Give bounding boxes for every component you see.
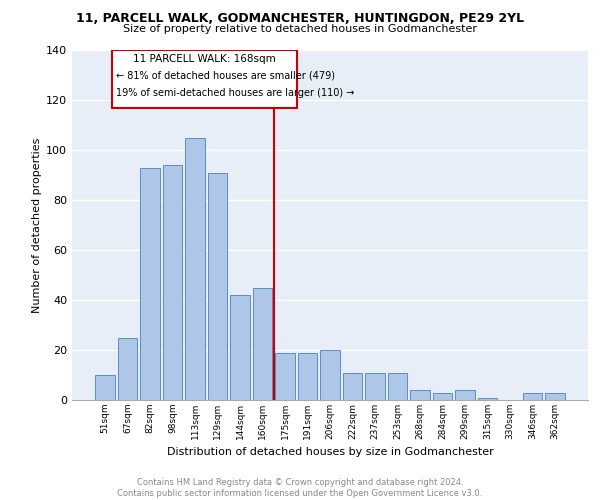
Text: Contains HM Land Registry data © Crown copyright and database right 2024.
Contai: Contains HM Land Registry data © Crown c… — [118, 478, 482, 498]
Bar — [208, 172, 227, 400]
Bar — [343, 372, 362, 400]
Bar — [455, 390, 475, 400]
Bar — [163, 165, 182, 400]
Bar — [388, 372, 407, 400]
Bar — [275, 352, 295, 400]
Bar — [230, 295, 250, 400]
Bar — [185, 138, 205, 400]
Text: 19% of semi-detached houses are larger (110) →: 19% of semi-detached houses are larger (… — [116, 88, 355, 98]
Bar — [545, 392, 565, 400]
Bar — [523, 392, 542, 400]
Bar — [298, 352, 317, 400]
Y-axis label: Number of detached properties: Number of detached properties — [32, 138, 42, 312]
Text: ← 81% of detached houses are smaller (479): ← 81% of detached houses are smaller (47… — [116, 70, 335, 80]
Bar — [118, 338, 137, 400]
Text: 11 PARCELL WALK: 168sqm: 11 PARCELL WALK: 168sqm — [133, 54, 276, 64]
Bar — [320, 350, 340, 400]
Bar — [433, 392, 452, 400]
Bar — [478, 398, 497, 400]
Bar — [140, 168, 160, 400]
Text: 11, PARCELL WALK, GODMANCHESTER, HUNTINGDON, PE29 2YL: 11, PARCELL WALK, GODMANCHESTER, HUNTING… — [76, 12, 524, 26]
Bar — [112, 50, 298, 108]
Bar — [253, 288, 272, 400]
Text: Size of property relative to detached houses in Godmanchester: Size of property relative to detached ho… — [123, 24, 477, 34]
Bar — [95, 375, 115, 400]
Bar — [365, 372, 385, 400]
X-axis label: Distribution of detached houses by size in Godmanchester: Distribution of detached houses by size … — [167, 448, 493, 458]
Bar — [410, 390, 430, 400]
